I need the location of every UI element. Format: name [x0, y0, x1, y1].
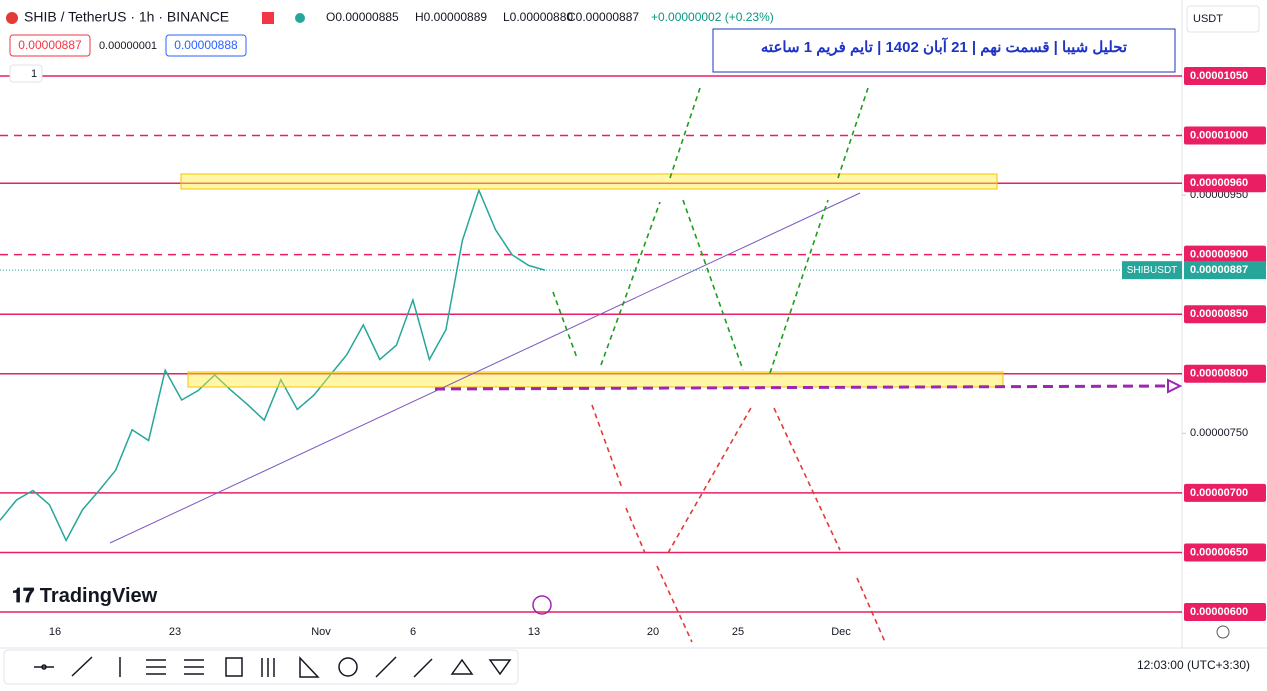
x-tick-label: 25	[732, 626, 744, 638]
plot	[0, 75, 1186, 613]
x-tick-label: Dec	[831, 626, 851, 638]
annotation-box	[712, 28, 1176, 73]
status	[295, 13, 305, 23]
change: +0.00000002 (+0.23%)	[651, 10, 774, 24]
symbol[interactable]: SHIB / TetherUS · 1h · BINANCE	[24, 9, 229, 25]
sell-price[interactable]: 0.00000887	[18, 38, 82, 52]
level-label: 0.00000850	[1190, 308, 1248, 320]
logo: 𝟏𝟕 TradingView	[12, 585, 158, 607]
level-label: 0.00000700	[1190, 487, 1248, 499]
level-label: 0.00001050	[1190, 70, 1248, 82]
indicator-count[interactable]: 1	[31, 68, 37, 80]
support-line	[434, 384, 1169, 391]
x-tick-label: 13	[528, 626, 540, 638]
x-tick-label: 23	[169, 626, 181, 638]
level-badge	[1184, 364, 1266, 383]
zone	[180, 173, 998, 190]
arrow-head	[1167, 378, 1183, 394]
level-label: 0.00000900	[1190, 249, 1248, 261]
green-arrows	[552, 87, 869, 374]
y-tick-label: 0.00000750	[1190, 427, 1248, 439]
last-price-label: 0.00000887	[1190, 264, 1248, 276]
symbol-icon	[6, 12, 18, 24]
level-label: 0.00000600	[1190, 606, 1248, 618]
level-label: 0.00000650	[1190, 546, 1248, 558]
buy-price[interactable]: 0.00000888	[174, 38, 238, 52]
ohlc-close: C0.00000887	[567, 10, 639, 24]
settings[interactable]	[1216, 625, 1230, 639]
x-tick-label: 20	[647, 626, 659, 638]
zone	[187, 371, 1004, 388]
annotation-title: تحلیل شیبا | قسمت نهم | 21 آبان 1402 | ت…	[761, 37, 1127, 56]
x-tick-label: 16	[49, 626, 61, 638]
flag[interactable]	[262, 12, 274, 24]
level-badge	[1184, 67, 1266, 85]
level-badge	[1184, 603, 1266, 621]
event-icon[interactable]	[532, 595, 552, 615]
level-badge	[1184, 126, 1266, 145]
price-badge	[1184, 261, 1266, 280]
currency[interactable]: USDT	[1193, 13, 1223, 25]
sell-button[interactable]	[9, 34, 91, 57]
level-badge	[1184, 174, 1266, 193]
clock: 12:03:00 (UTC+3:30)	[1137, 658, 1250, 672]
ohlc-open: O0.00000885	[326, 10, 399, 24]
symbol-label: SHIBUSDT	[1127, 265, 1178, 276]
level-label: 0.00000960	[1190, 177, 1248, 189]
currency-select[interactable]	[1186, 5, 1260, 33]
x-tick-label: Nov	[311, 626, 331, 638]
level-badge	[1184, 483, 1266, 502]
spread: 0.00000001	[99, 40, 157, 52]
buy-button[interactable]	[165, 34, 247, 57]
red-arrows	[591, 404, 886, 643]
trendline	[109, 192, 861, 544]
ohlc-high: H0.00000889	[415, 10, 487, 24]
price-line	[0, 188, 546, 543]
level-label: 0.00001000	[1190, 129, 1248, 141]
ohlc-low: L0.00000880	[503, 10, 573, 24]
drawing-toolbar	[3, 649, 519, 685]
symbol-badge	[1122, 261, 1182, 280]
x-tick-label: 6	[410, 626, 416, 638]
tool-icons[interactable]	[34, 656, 512, 678]
level-badge	[1184, 543, 1266, 562]
level-badge	[1184, 245, 1266, 264]
indicator-toggle[interactable]	[9, 64, 43, 83]
level-label: 0.00000800	[1190, 368, 1248, 380]
level-badge	[1184, 305, 1266, 324]
